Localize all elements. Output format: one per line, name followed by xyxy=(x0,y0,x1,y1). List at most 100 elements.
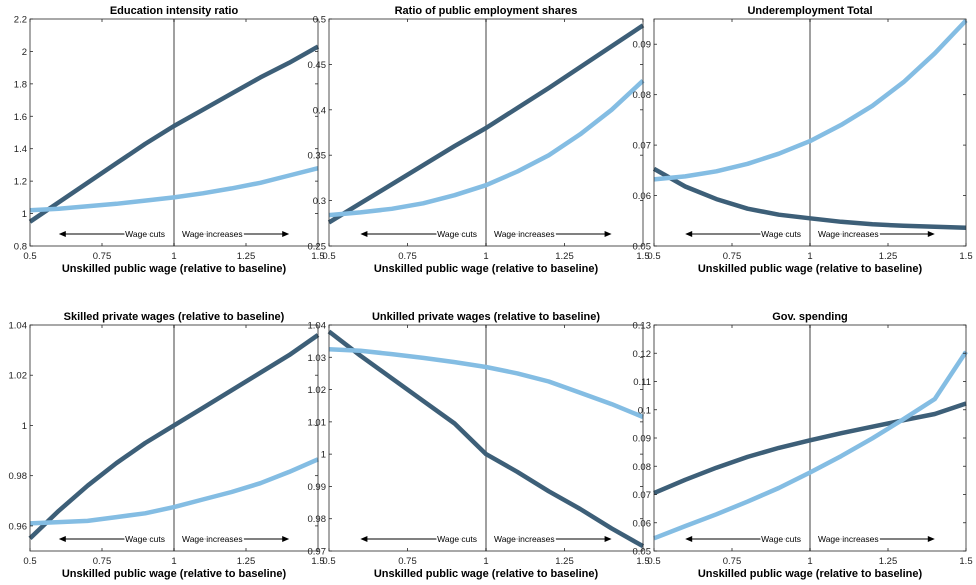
x-tick-label: 1.25 xyxy=(237,251,256,262)
chart-title: Education intensity ratio xyxy=(110,5,239,17)
y-tick-label: 1 xyxy=(22,421,27,432)
y-tick-label: 1.01 xyxy=(308,417,327,428)
right-arrowhead xyxy=(604,231,612,237)
chart-panel-1: Education intensity ratio 0.8 1 1.2 1.4 1.6 1.… xyxy=(14,5,325,275)
x-tick-label: 1 xyxy=(807,251,812,262)
wage-cuts-label: Wage cuts xyxy=(761,229,801,239)
x-tick-label: 1.25 xyxy=(555,251,574,262)
x-tick-label: 0.5 xyxy=(647,251,660,262)
wage-cuts-label: Wage cuts xyxy=(437,534,477,544)
x-tick-label: 0.75 xyxy=(93,556,112,567)
y-tick-label: 0.07 xyxy=(633,490,652,501)
y-tick-label: 0.97 xyxy=(308,547,327,558)
chart-panel-5: Unkilled private wages (relative to base… xyxy=(308,311,650,580)
x-axis-label: Unskilled public wage (relative to basel… xyxy=(62,263,287,275)
x-tick-label: 1.5 xyxy=(636,556,649,567)
y-tick-label: 0.06 xyxy=(633,191,652,202)
y-tick-label: 0.07 xyxy=(633,141,652,152)
series-line-2 xyxy=(328,79,645,218)
x-tick-label: 1 xyxy=(483,251,488,262)
y-tick-label: 0.45 xyxy=(308,60,327,71)
right-arrowhead xyxy=(927,231,935,237)
x-tick-label: 1.5 xyxy=(959,251,972,262)
y-tick-label: 0.05 xyxy=(633,547,652,558)
series-line-1 xyxy=(327,23,645,225)
x-tick-label: 1.25 xyxy=(879,251,898,262)
y-tick-label: 0.98 xyxy=(308,514,327,525)
x-axis-label: Unskilled public wage (relative to basel… xyxy=(698,568,923,580)
y-tick-label: 1.6 xyxy=(14,112,27,123)
chart-title: Unkilled private wages (relative to base… xyxy=(372,311,600,323)
x-tick-label: 0.75 xyxy=(93,251,112,262)
wage-cuts-label: Wage cuts xyxy=(761,534,801,544)
y-tick-label: 0.08 xyxy=(633,462,652,473)
y-tick-label: 0.08 xyxy=(633,90,652,101)
y-tick-label: 0.4 xyxy=(313,105,326,116)
x-tick-label: 1.5 xyxy=(636,251,649,262)
wage-increases-label: Wage increases xyxy=(494,534,555,544)
series-line-2 xyxy=(653,18,968,182)
right-arrowhead xyxy=(282,231,290,237)
y-tick-label: 0.3 xyxy=(313,196,326,207)
y-tick-label: 0.05 xyxy=(633,242,652,253)
left-arrowhead xyxy=(360,536,368,542)
x-axis-label: Unskilled public wage (relative to basel… xyxy=(698,263,923,275)
wage-increases-label: Wage increases xyxy=(818,534,879,544)
y-tick-label: 1.04 xyxy=(9,321,28,332)
right-arrowhead xyxy=(604,536,612,542)
y-tick-label: 0.96 xyxy=(9,521,28,532)
x-tick-label: 1 xyxy=(171,556,176,567)
x-tick-label: 0.75 xyxy=(723,251,742,262)
series-line-2 xyxy=(328,346,644,420)
series-line-2 xyxy=(29,457,319,526)
y-tick-label: 1.02 xyxy=(9,371,28,382)
y-tick-label: 0.8 xyxy=(14,242,27,253)
y-tick-label: 0.12 xyxy=(633,349,652,360)
x-tick-label: 1.25 xyxy=(555,556,574,567)
right-arrowhead xyxy=(282,536,290,542)
series-line-2 xyxy=(29,166,319,213)
wage-cuts-label: Wage cuts xyxy=(125,534,165,544)
chart-title: Gov. spending xyxy=(772,311,848,323)
y-tick-label: 1 xyxy=(22,209,27,220)
y-tick-label: 0.99 xyxy=(308,482,327,493)
y-tick-label: 1.2 xyxy=(14,177,27,188)
x-tick-label: 0.75 xyxy=(398,556,417,567)
left-arrowhead xyxy=(58,231,66,237)
wage-cuts-label: Wage cuts xyxy=(125,229,165,239)
left-arrowhead xyxy=(685,536,693,542)
right-arrowhead xyxy=(927,536,935,542)
x-tick-label: 1.5 xyxy=(311,251,324,262)
chart-panel-3: Underemployment Total 0.05 0.06 0.07 0.08 0.0… xyxy=(633,5,973,275)
y-tick-label: 0.35 xyxy=(308,151,327,162)
x-tick-label: 1.5 xyxy=(311,556,324,567)
wage-increases-label: Wage increases xyxy=(818,229,879,239)
x-tick-label: 0.5 xyxy=(23,251,36,262)
y-tick-label: 1.02 xyxy=(308,385,327,396)
wage-cuts-label: Wage cuts xyxy=(437,229,477,239)
x-tick-label: 0.5 xyxy=(322,556,335,567)
y-tick-label: 0.98 xyxy=(9,471,28,482)
y-tick-label: 0.06 xyxy=(633,518,652,529)
y-tick-label: 0.09 xyxy=(633,434,652,445)
left-arrowhead xyxy=(685,231,693,237)
series-line-1 xyxy=(327,329,645,549)
chart-title: Underemployment Total xyxy=(747,5,872,17)
series-line-2 xyxy=(653,350,968,541)
y-tick-label: 0.13 xyxy=(633,321,652,332)
y-tick-label: 1.03 xyxy=(308,353,327,364)
y-tick-label: 2.2 xyxy=(14,15,27,26)
x-tick-label: 1.25 xyxy=(879,556,898,567)
x-tick-label: 0.5 xyxy=(322,251,335,262)
y-tick-label: 0.09 xyxy=(633,40,652,51)
x-tick-label: 1 xyxy=(171,251,176,262)
chart-title: Skilled private wages (relative to basel… xyxy=(64,311,285,323)
y-tick-label: 1.4 xyxy=(14,144,27,155)
series-line-1 xyxy=(652,166,967,231)
x-tick-label: 0.75 xyxy=(398,251,417,262)
x-tick-label: 1 xyxy=(807,556,812,567)
left-arrowhead xyxy=(360,231,368,237)
left-arrowhead xyxy=(58,536,66,542)
y-tick-label: 1.8 xyxy=(14,79,27,90)
